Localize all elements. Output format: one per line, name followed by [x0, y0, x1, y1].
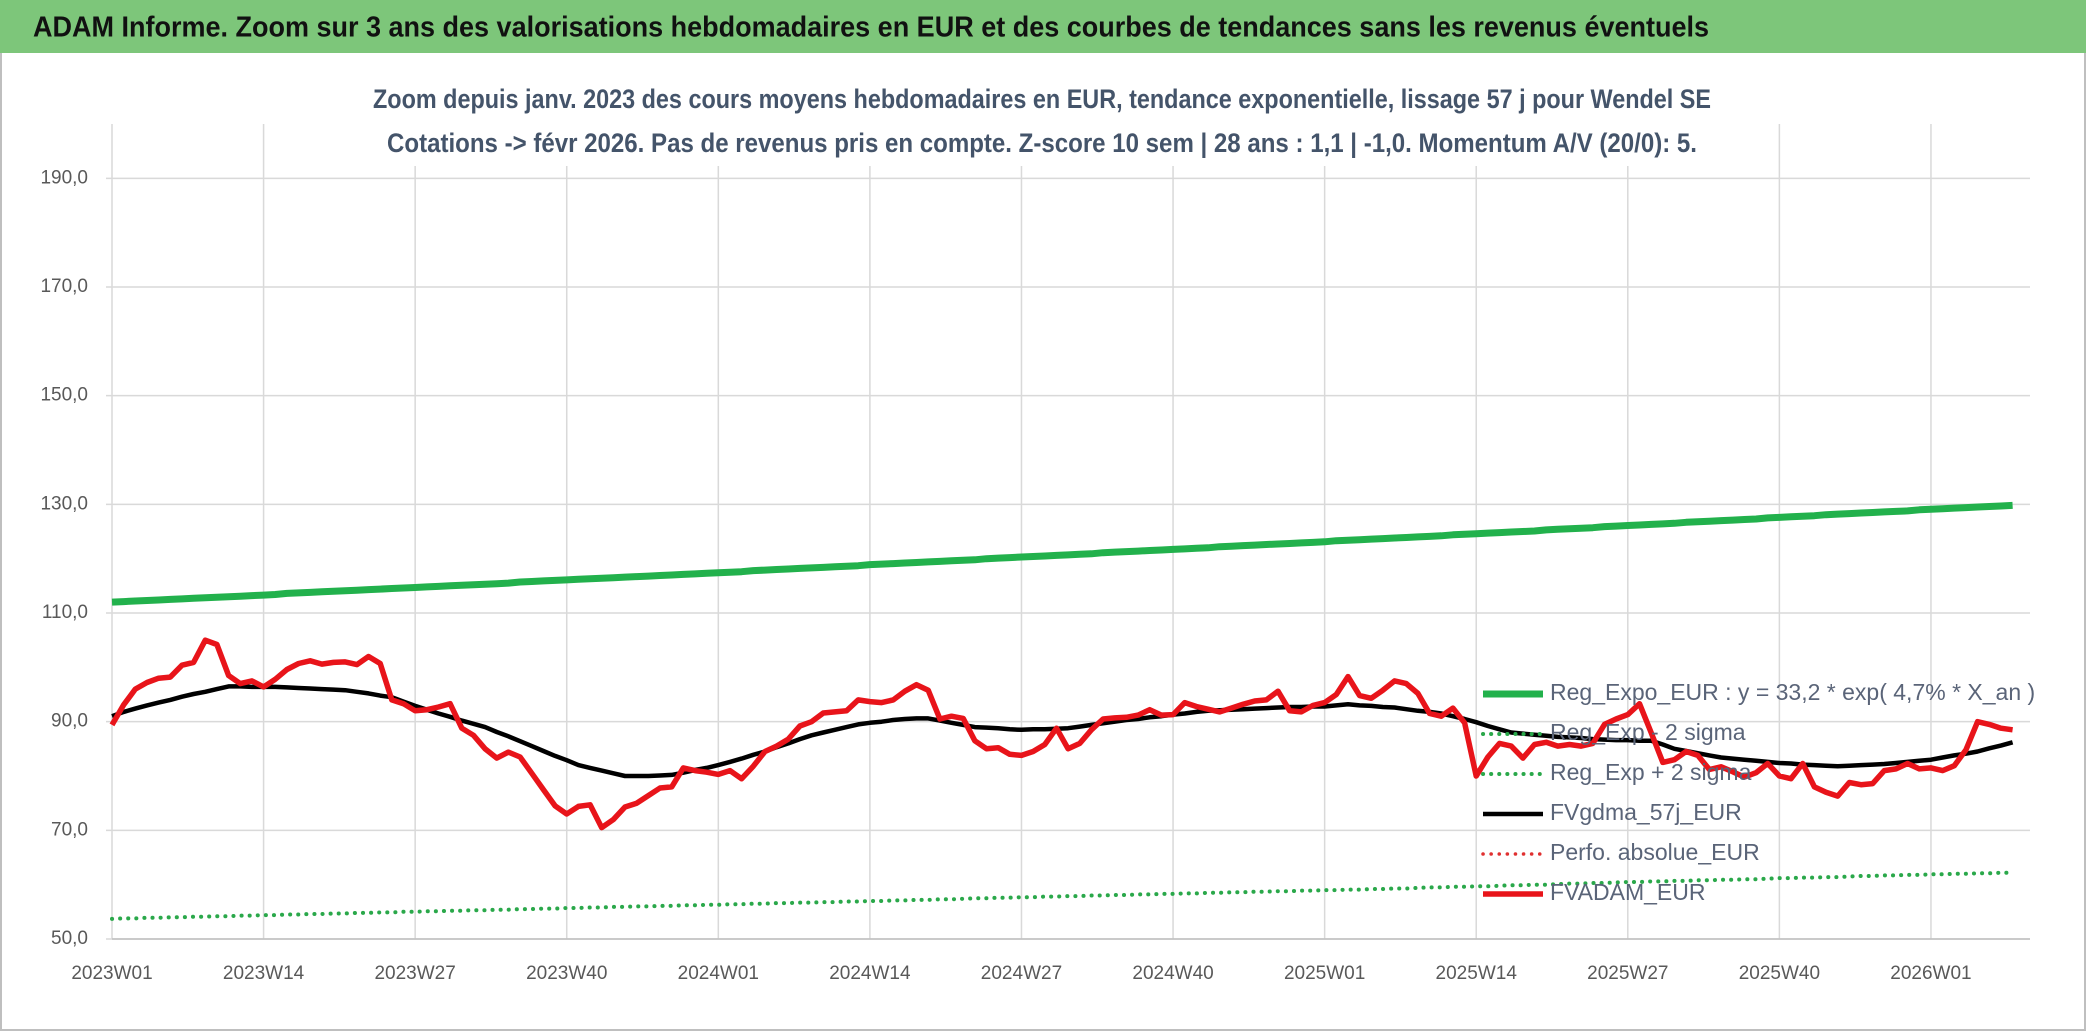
x-tick-label: 2023W27	[374, 963, 455, 984]
legend-label: FVgdma_57j_EUR	[1550, 799, 1742, 825]
subtitle-background	[365, 80, 1717, 166]
y-tick-label: 190,0	[40, 167, 88, 188]
series-line	[109, 637, 2013, 831]
x-tick-label: 2024W14	[829, 963, 911, 984]
x-tick-label: 2025W40	[1739, 963, 1820, 984]
legend-label: Reg_Expo_EUR : y = 33,2 * exp( 4,7% * X_…	[1550, 679, 2035, 705]
x-tick-label: 2023W14	[223, 963, 305, 984]
x-tick-label: 2024W40	[1132, 963, 1213, 984]
series-line	[110, 870, 2015, 921]
y-tick-label: 150,0	[40, 385, 88, 406]
x-tick-label: 2025W14	[1436, 963, 1518, 984]
chart-subtitle: Zoom depuis janv. 2023 des cours moyens …	[373, 84, 1711, 114]
x-tick-label: 2025W01	[1284, 963, 1365, 984]
y-tick-label: 110,0	[42, 602, 88, 623]
x-tick-label: 2025W27	[1587, 963, 1668, 984]
y-tick-label: 170,0	[40, 276, 88, 297]
y-tick-label: 90,0	[51, 711, 88, 732]
legend-label: Perfo. absolue_EUR	[1550, 839, 1760, 865]
chart-subtitle: Cotations -> févr 2026. Pas de revenus p…	[387, 128, 1697, 158]
y-tick-label: 70,0	[51, 819, 88, 840]
title-banner	[0, 0, 2086, 53]
y-tick-label: 130,0	[40, 493, 88, 514]
legend-label: Reg_Exp - 2 sigma	[1550, 719, 1746, 745]
series-line	[111, 501, 2013, 606]
x-tick-label: 2023W01	[71, 963, 152, 984]
x-tick-label: 2024W27	[981, 963, 1062, 984]
x-tick-label: 2026W01	[1890, 963, 1971, 984]
x-tick-label: 2023W40	[526, 963, 607, 984]
legend-label: FVADAM_EUR	[1550, 879, 1706, 905]
chart-title: ADAM Informe. Zoom sur 3 ans des valoris…	[33, 12, 1709, 44]
x-tick-label: 2024W01	[678, 963, 759, 984]
plot-area: 50,0 70,0 90,0 110,0 130,0 150,0 170,0 190,0 202…	[40, 124, 2035, 984]
y-tick-label: 50,0	[51, 928, 88, 949]
legend-label: Reg_Exp + 2 sigma	[1550, 759, 1752, 785]
